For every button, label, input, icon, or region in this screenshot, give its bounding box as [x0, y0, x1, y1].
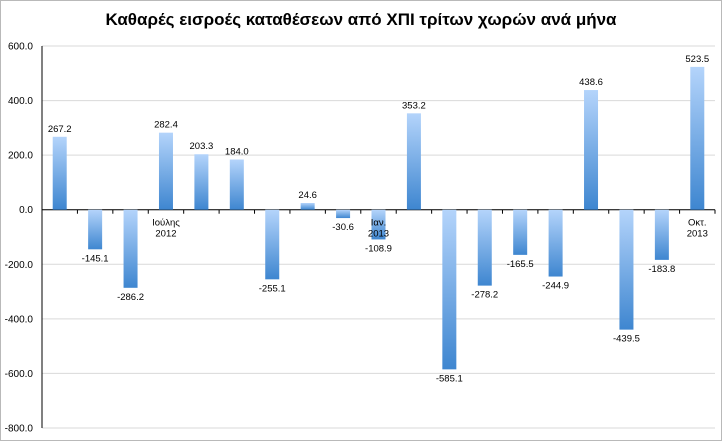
bar — [194, 154, 209, 210]
bar — [548, 209, 563, 277]
bar — [229, 159, 244, 210]
data-label: 267.2 — [48, 124, 72, 135]
y-tick-label: 200.0 — [8, 151, 33, 162]
data-label: 353.2 — [402, 100, 426, 111]
data-label: -244.9 — [542, 281, 569, 292]
category-annotation: 2013 — [687, 229, 708, 240]
data-label: -165.5 — [507, 259, 534, 270]
data-label: 438.6 — [579, 77, 603, 88]
data-label: 184.0 — [225, 147, 249, 158]
data-label: -145.1 — [82, 253, 109, 264]
y-tick-label: -600.0 — [5, 369, 34, 380]
bar — [300, 203, 315, 210]
category-annotation: Οκτ. — [688, 218, 707, 229]
data-label: -585.1 — [436, 373, 463, 384]
bar — [442, 209, 457, 370]
bar — [406, 113, 421, 210]
bar — [654, 209, 669, 260]
data-label: -278.2 — [471, 290, 498, 301]
data-label: -30.6 — [332, 222, 354, 233]
bar — [477, 209, 492, 286]
y-tick-label: 0.0 — [19, 205, 33, 216]
data-label: -439.5 — [613, 334, 640, 345]
bar — [690, 66, 705, 210]
data-label: 24.6 — [298, 190, 317, 201]
bar — [371, 209, 386, 240]
bar — [158, 132, 173, 210]
data-label: -255.1 — [259, 283, 286, 294]
data-label: 282.4 — [154, 120, 178, 131]
bar — [513, 209, 528, 255]
bar — [52, 136, 67, 210]
data-label: -286.2 — [117, 292, 144, 303]
category-annotation: Ιούλης — [152, 218, 180, 229]
category-annotation: Ιαν. — [371, 218, 387, 229]
y-tick-label: -400.0 — [5, 314, 34, 325]
y-tick-label: 600.0 — [8, 42, 33, 53]
y-tick-label: -200.0 — [5, 260, 34, 271]
data-label: 523.5 — [685, 54, 709, 65]
bar — [619, 209, 634, 330]
category-annotation: 2012 — [155, 229, 176, 240]
bar — [123, 209, 138, 288]
y-tick-label: 400.0 — [8, 96, 33, 107]
category-annotation: 2013 — [368, 229, 389, 240]
bar — [265, 209, 280, 280]
data-label: 203.3 — [190, 141, 214, 152]
data-label: -108.9 — [365, 243, 392, 254]
y-tick-label: -800.0 — [5, 424, 34, 435]
chart-title: Καθαρές εισροές καταθέσεων από ΧΠΙ τρίτω… — [105, 10, 617, 29]
bar — [584, 90, 599, 210]
bar — [336, 209, 351, 219]
bar — [88, 209, 103, 250]
data-label: -183.8 — [648, 264, 675, 275]
